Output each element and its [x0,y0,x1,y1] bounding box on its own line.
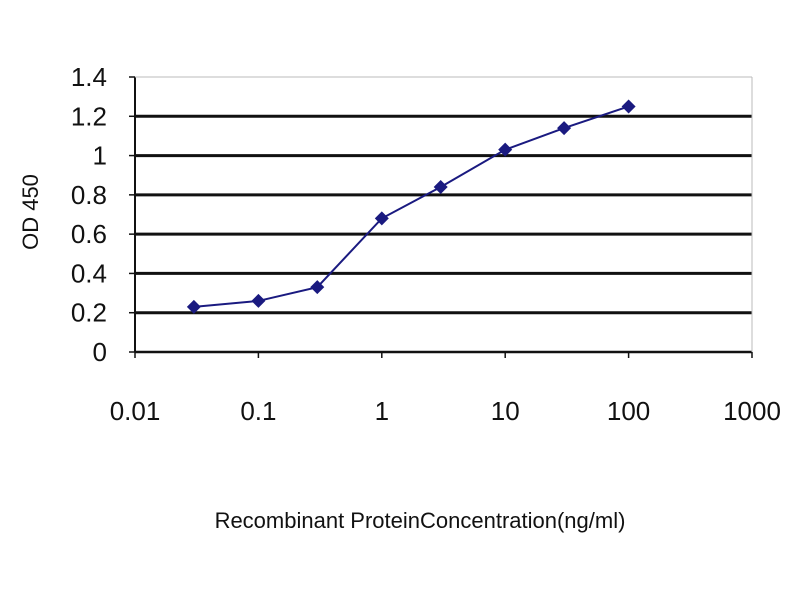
y-tick-label: 1.2 [71,101,107,131]
x-tick-label: 10 [491,396,520,426]
y-tick-label: 0.4 [71,258,107,288]
y-tick-label: 1 [93,141,107,171]
y-tick-label: 0.6 [71,219,107,249]
y-axis-label: OD 450 [18,174,43,250]
data-point [557,121,572,136]
x-tick-label: 100 [607,396,650,426]
data-point [621,99,636,114]
data-point [186,299,201,314]
data-point [251,293,266,308]
series-line [193,105,629,308]
data-point [433,180,448,194]
data-point [374,211,389,226]
x-axis-label: Recombinant ProteinConcentration(ng/ml) [215,508,626,533]
data-point [498,142,513,157]
data-point [310,280,325,295]
y-tick-label: 1.4 [71,62,107,92]
x-tick-label: 0.01 [110,396,161,426]
x-tick-label: 1000 [723,396,781,426]
y-tick-label: 0 [93,337,107,367]
x-tick-label: 1 [375,396,389,426]
y-tick-label: 0.2 [71,298,107,328]
x-tick-label: 0.1 [240,396,276,426]
y-tick-label: 0.8 [71,180,107,210]
